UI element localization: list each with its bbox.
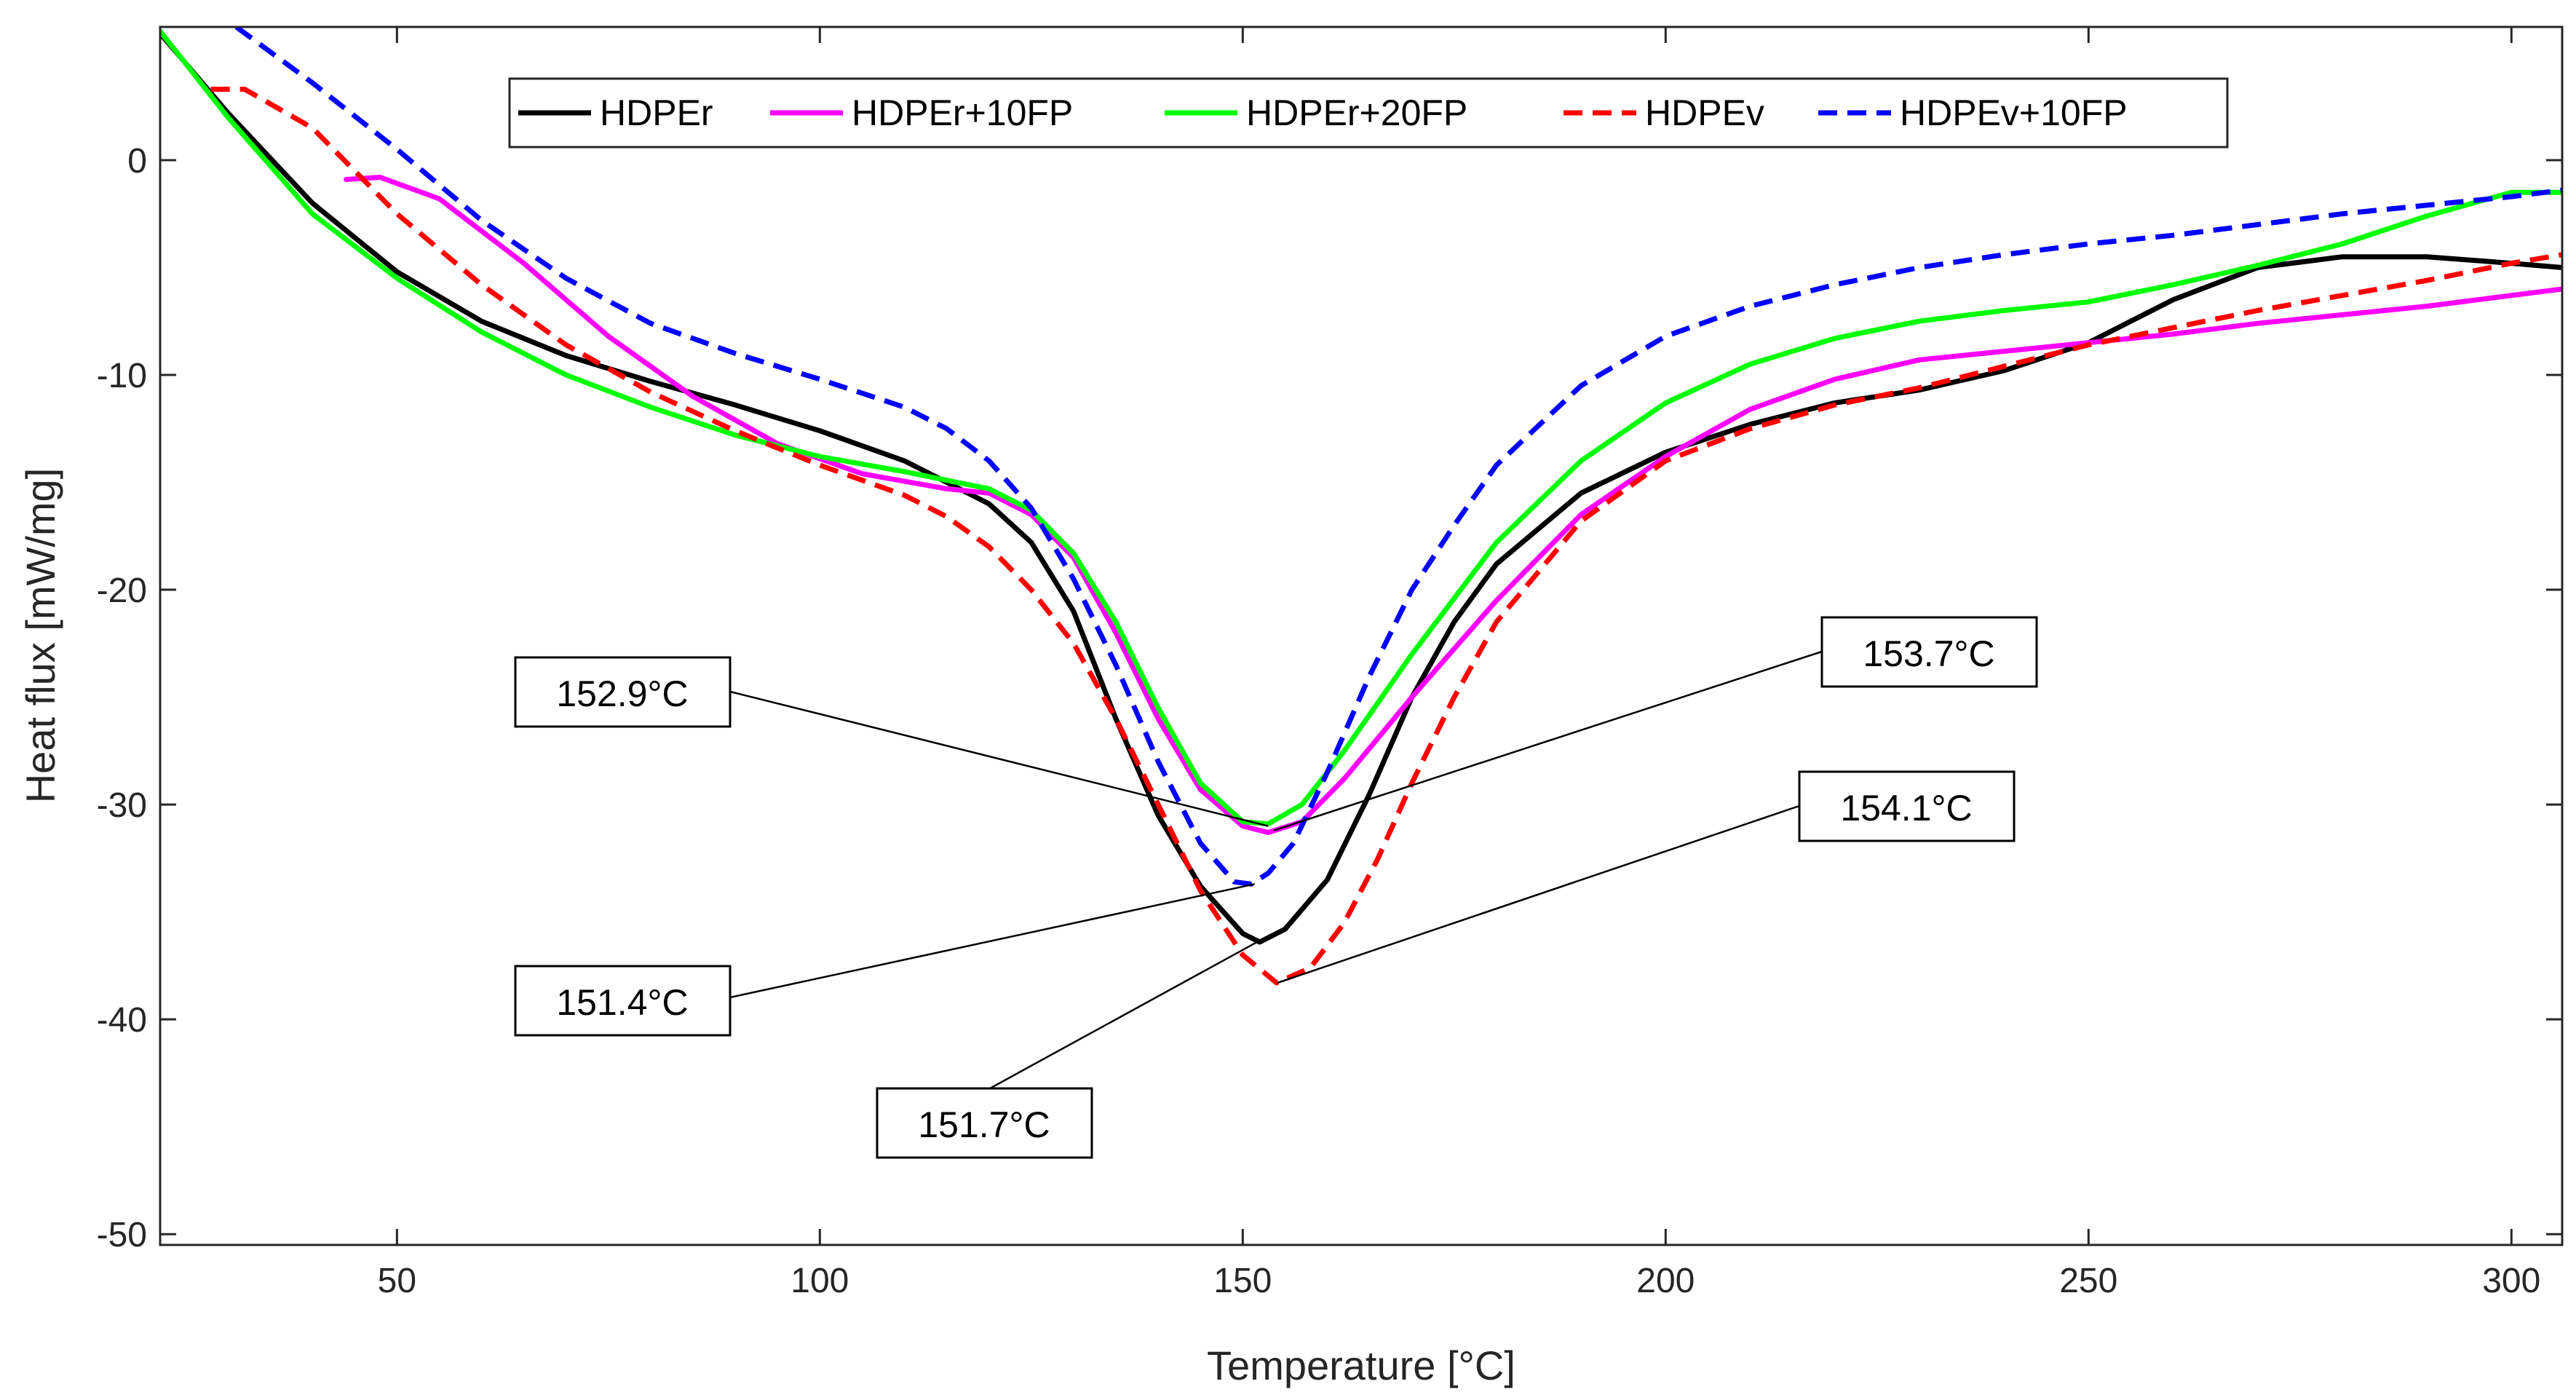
annotation-leader-a1517 <box>989 941 1258 1090</box>
y-tick-label: 0 <box>127 142 147 181</box>
x-axis-title: Temperature [°C] <box>1207 1342 1515 1388</box>
legend-label-hdpev-10fp: HDPEv+10FP <box>1900 92 2128 133</box>
annotation-leader-a1514 <box>729 883 1255 999</box>
annotation-box-151-7 <box>876 1087 1093 1159</box>
x-tick-label: 150 <box>1213 1262 1272 1300</box>
x-tick-label: 100 <box>790 1262 849 1300</box>
annotation-box-152-9 <box>514 656 732 728</box>
annotation-box-153-7 <box>1820 616 2038 688</box>
plot-frame <box>159 25 2564 1246</box>
legend-entry-hdpev-10fp: HDPEv+10FP <box>1818 92 2128 133</box>
plot-background <box>160 27 2562 1245</box>
series-line-hdper-20fp <box>160 28 2562 827</box>
annotation-text-152-9: 152.9°C <box>556 673 688 714</box>
annotation-text-154-1: 154.1°C <box>1840 788 1972 828</box>
y-axis-title: Heat flux [mW/mg] <box>17 468 63 804</box>
x-axis-ticks: 50 100 150 200 250 300 <box>378 27 2540 1300</box>
y-axis-ticks: -50 -40 -30 -20 -10 0 <box>97 142 2562 1254</box>
annotation-153-7: 153.7°C <box>1820 616 2038 688</box>
annotation-151-4: 151.4°C <box>514 965 732 1037</box>
annotation-box-154-1 <box>1798 770 2016 842</box>
legend-entry-hdper-10fp: HDPEr+10FP <box>770 92 1073 133</box>
x-tick-label: 50 <box>378 1262 416 1300</box>
legend: HDPEr HDPEr+10FP HDPEr+20FP HDPEv HDPEv+… <box>508 77 2229 149</box>
legend-label-hdper: HDPEr <box>600 92 713 133</box>
y-tick-label: -40 <box>97 1001 147 1040</box>
annotation-text-153-7: 153.7°C <box>1863 633 1994 674</box>
annotation-text-151-7: 151.7°C <box>918 1104 1050 1145</box>
x-tick-label: 300 <box>2482 1262 2540 1300</box>
legend-entry-hdper: HDPEr <box>518 92 713 133</box>
y-tick-label: -20 <box>97 572 147 610</box>
series-line-hdpev-10fp <box>234 27 2562 887</box>
series-line-hdpev <box>210 87 2562 986</box>
annotation-154-1: 154.1°C <box>1798 770 2016 842</box>
legend-label-hdper-10fp: HDPEr+10FP <box>852 92 1073 133</box>
annotation-box-151-4 <box>514 965 732 1037</box>
annotation-152-9: 152.9°C <box>514 656 732 728</box>
y-tick-label: -50 <box>97 1216 147 1254</box>
y-tick-label: -10 <box>97 357 147 395</box>
annotation-leader-a1537 <box>1273 650 1823 831</box>
annotation-leader-a1541 <box>1277 804 1800 984</box>
legend-entry-hdper-20fp: HDPEr+20FP <box>1165 92 1467 133</box>
annotation-151-7: 151.7°C <box>876 1087 1093 1159</box>
series-layer <box>160 27 2562 986</box>
annotation-text-151-4: 151.4°C <box>556 982 688 1023</box>
y-tick-label: -30 <box>97 786 147 825</box>
x-tick-label: 200 <box>1636 1262 1695 1300</box>
annotation-leaders <box>729 650 1823 1090</box>
legend-label-hdpev: HDPEv <box>1645 92 1764 133</box>
annotation-leader-a1529 <box>729 690 1269 827</box>
legend-label-hdper-20fp: HDPEr+20FP <box>1246 92 1467 133</box>
x-tick-label: 250 <box>2059 1262 2117 1300</box>
legend-entry-hdpev: HDPEv <box>1564 92 1764 133</box>
